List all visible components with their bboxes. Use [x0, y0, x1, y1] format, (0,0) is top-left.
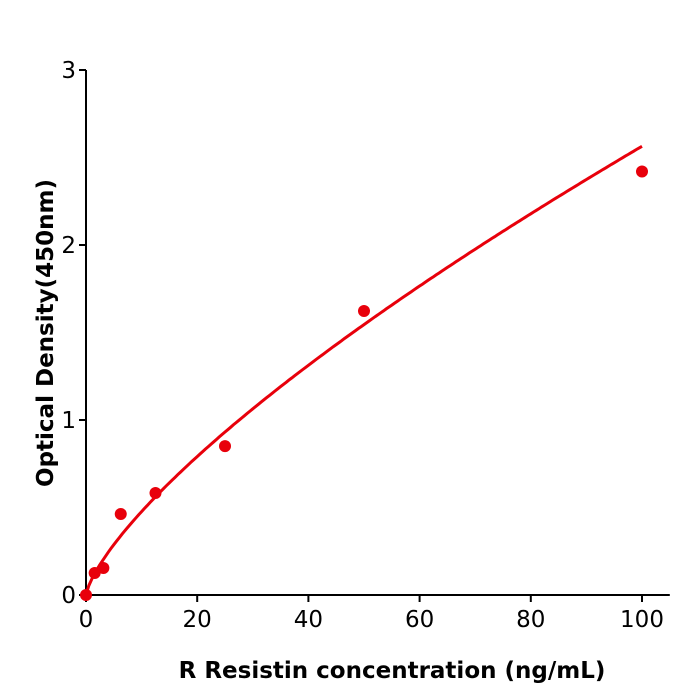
y-tick-label: 2 — [61, 233, 76, 259]
y-tick-label: 1 — [61, 408, 76, 434]
x-axis-label: R Resistin concentration (ng/mL) — [179, 658, 606, 684]
x-tick-label: 20 — [183, 607, 212, 633]
x-tick-label: 40 — [294, 607, 323, 633]
data-point — [80, 589, 92, 601]
x-tick-label: 60 — [405, 607, 434, 633]
data-point — [114, 507, 127, 520]
data-point — [219, 440, 231, 453]
data-point — [97, 562, 110, 575]
x-tick-label: 0 — [79, 607, 94, 633]
y-axis-label: Optical Density(450nm) — [33, 179, 59, 487]
data-point — [149, 486, 162, 499]
data-points — [80, 165, 648, 601]
y-tick-label: 3 — [61, 58, 76, 84]
data-point — [636, 165, 648, 178]
y-tick-label: 0 — [61, 583, 76, 609]
x-tick-label: 80 — [516, 607, 545, 633]
x-tick-label: 100 — [620, 607, 664, 633]
data-point — [88, 566, 101, 579]
axes: 0 20 40 60 80 100 0 1 2 3 — [61, 58, 670, 633]
fit-curve — [84, 144, 643, 596]
data-point — [358, 304, 370, 317]
